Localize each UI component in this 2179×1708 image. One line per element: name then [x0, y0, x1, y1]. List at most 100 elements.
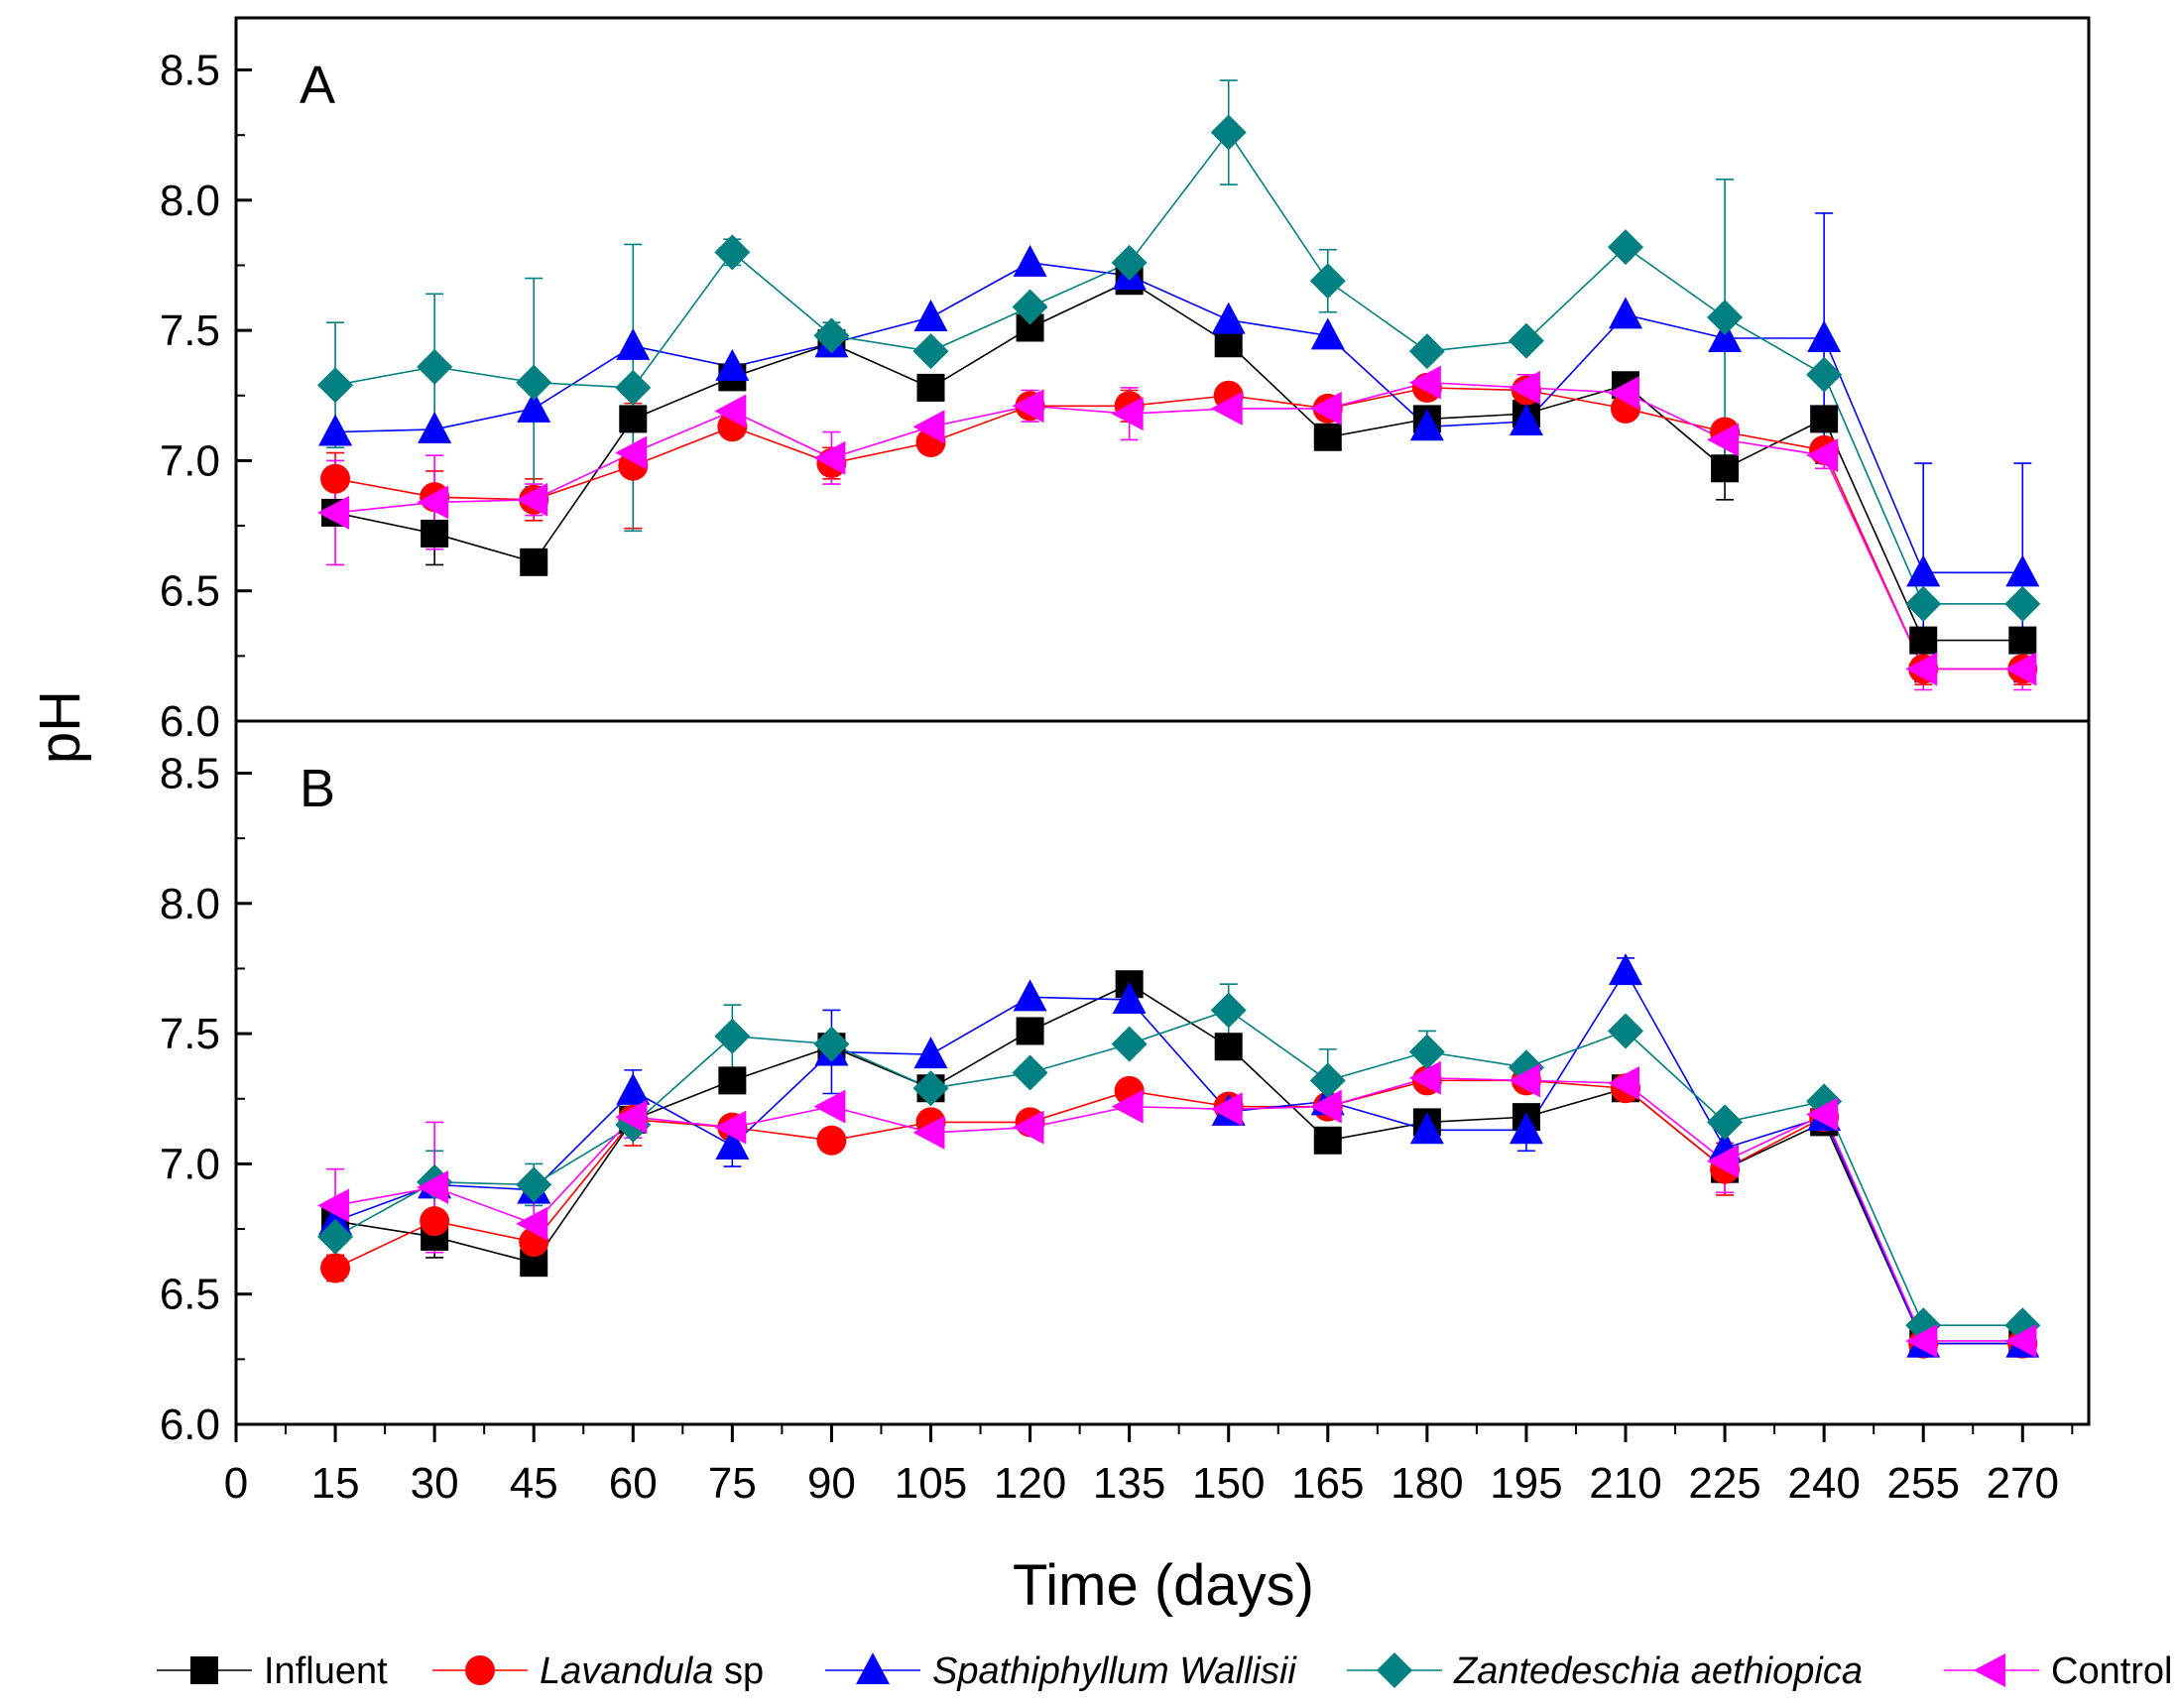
- point-control-B: [615, 1100, 648, 1135]
- point-influent-A: [520, 548, 548, 576]
- point-spathiphyllum-wallisii-A: [517, 390, 551, 423]
- point-spathiphyllum-wallisii-A: [715, 348, 750, 381]
- point-zantedeschia-aethiopica-A: [417, 348, 453, 385]
- point-spathiphyllum-wallisii-B: [715, 1128, 750, 1160]
- point-control-B: [714, 1110, 747, 1145]
- point-control-A: [813, 440, 846, 475]
- legend-label-control: Control: [2051, 1650, 2173, 1692]
- point-control-A: [1905, 652, 1938, 686]
- point-control-B: [813, 1089, 846, 1124]
- point-spathiphyllum-wallisii-B: [1112, 981, 1147, 1014]
- x-tick-label: 90: [807, 1459, 856, 1508]
- series-line-control-A: [334, 381, 2023, 671]
- point-influent-A: [1313, 423, 1342, 451]
- point-spathiphyllum-wallisii-A: [1609, 297, 1642, 329]
- point-control-A: [1309, 391, 1342, 426]
- x-tick-label: 240: [1787, 1459, 1860, 1508]
- point-zantedeschia-aethiopica-A: [1309, 263, 1346, 300]
- point-control-A: [615, 435, 648, 470]
- point-spathiphyllum-wallisii-A: [418, 411, 452, 443]
- point-control-A: [2004, 652, 2037, 686]
- point-zantedeschia-aethiopica-A: [813, 317, 850, 354]
- point-control-B: [912, 1115, 945, 1150]
- x-tick-label: 135: [1093, 1459, 1165, 1508]
- legend-label-italic: Lavandula: [540, 1650, 713, 1692]
- x-axis-title: Time (days): [1013, 1553, 1314, 1618]
- legend-label-plain: Influent: [264, 1650, 388, 1692]
- legend-marker-lavandula-sp: [465, 1655, 495, 1685]
- point-control-A: [417, 485, 449, 520]
- point-zantedeschia-aethiopica-B: [1408, 1034, 1445, 1070]
- point-control-A: [1012, 389, 1044, 424]
- point-control-B: [317, 1188, 350, 1223]
- y-tick-label-B: 7.0: [160, 1140, 220, 1188]
- point-control-A: [1806, 438, 1839, 473]
- y-tick-label-A: 6.5: [160, 567, 220, 616]
- series-line-influent-A: [334, 280, 2023, 642]
- x-tick-label: 30: [411, 1459, 459, 1508]
- series-line-spathiphyllum-wallisii-A: [335, 262, 2023, 574]
- series-line-spathiphyllum-wallisii-B: [334, 969, 2023, 1345]
- point-spathiphyllum-wallisii-A: [913, 299, 948, 331]
- panel-label-A: A: [300, 56, 335, 115]
- point-control-A: [1408, 365, 1441, 400]
- point-zantedeschia-aethiopica-B: [1012, 1054, 1048, 1091]
- point-zantedeschia-aethiopica-B: [1210, 992, 1247, 1029]
- point-influent-A: [916, 373, 945, 402]
- legend-label-zantedeschia-aethiopica: Zantedeschia aethiopica: [1453, 1650, 1863, 1692]
- x-tick-label: 15: [311, 1459, 360, 1508]
- point-control-B: [1210, 1092, 1243, 1127]
- plot-area: 6.0 6.5 7.0 7.5 8.0 8.5 A 6.0 6.5 7.0 7.5 8.0 8.5 B 0 1…: [160, 16, 2091, 1508]
- legend-marker-influent: [190, 1656, 218, 1684]
- x-tick-label: 0: [224, 1459, 248, 1508]
- point-spathiphyllum-wallisii-A: [1906, 554, 1941, 587]
- point-control-A: [912, 410, 945, 444]
- point-spathiphyllum-wallisii-B: [1509, 1112, 1543, 1145]
- point-control-B: [1806, 1097, 1839, 1132]
- point-control-B: [417, 1170, 449, 1205]
- series-line-influent-B: [334, 983, 2023, 1345]
- legend-marker-zantedeschia-aethiopica: [1377, 1652, 1412, 1688]
- point-lavandula-sp-A: [320, 463, 351, 494]
- point-zantedeschia-aethiopica-A: [912, 333, 949, 370]
- point-spathiphyllum-wallisii-A: [1310, 317, 1345, 350]
- point-control-B: [1905, 1323, 1938, 1358]
- point-zantedeschia-aethiopica-A: [317, 367, 354, 404]
- point-zantedeschia-aethiopica-A: [1508, 322, 1544, 359]
- point-zantedeschia-aethiopica-A: [1210, 114, 1247, 151]
- point-zantedeschia-aethiopica-B: [317, 1218, 354, 1255]
- point-spathiphyllum-wallisii-B: [1013, 979, 1047, 1012]
- x-tick-label: 105: [895, 1459, 967, 1508]
- panel-frame-B: [234, 719, 2091, 1426]
- point-spathiphyllum-wallisii-A: [616, 327, 651, 360]
- y-tick-label-A: 6.0: [160, 697, 220, 746]
- point-control-A: [516, 482, 548, 517]
- y-tick-label-B: 6.5: [160, 1271, 220, 1319]
- x-tick-label: 45: [510, 1459, 558, 1508]
- series-line-control-B: [334, 1076, 2023, 1342]
- x-tick-label: 195: [1490, 1459, 1562, 1508]
- point-control-B: [1111, 1089, 1144, 1124]
- point-control-B: [1508, 1063, 1540, 1098]
- point-influent-A: [1909, 626, 1938, 655]
- point-zantedeschia-aethiopica-B: [1309, 1062, 1346, 1099]
- point-spathiphyllum-wallisii-A: [1211, 302, 1246, 334]
- y-tick-label-B: 8.5: [160, 750, 220, 798]
- point-control-B: [1608, 1066, 1639, 1101]
- series-line-lavandula-sp-B: [334, 1079, 2023, 1345]
- point-control-A: [1707, 423, 1740, 457]
- legend-marker-spathiphyllum-wallisii: [856, 1652, 890, 1684]
- point-spathiphyllum-wallisii-A: [1013, 244, 1047, 277]
- point-zantedeschia-aethiopica-B: [813, 1026, 850, 1062]
- legend-label-italic: Spathiphyllum Wallisii: [932, 1650, 1297, 1692]
- point-control-B: [1408, 1060, 1441, 1095]
- legend-marker-control: [1974, 1653, 2005, 1687]
- point-zantedeschia-aethiopica-B: [912, 1070, 949, 1107]
- panel-frame-A: [234, 16, 2091, 723]
- point-control-B: [1012, 1110, 1044, 1145]
- legend-label-influent: Influent: [264, 1650, 388, 1692]
- point-zantedeschia-aethiopica-A: [1111, 244, 1148, 281]
- x-tick-label: 75: [708, 1459, 757, 1508]
- point-influent-B: [1313, 1126, 1342, 1155]
